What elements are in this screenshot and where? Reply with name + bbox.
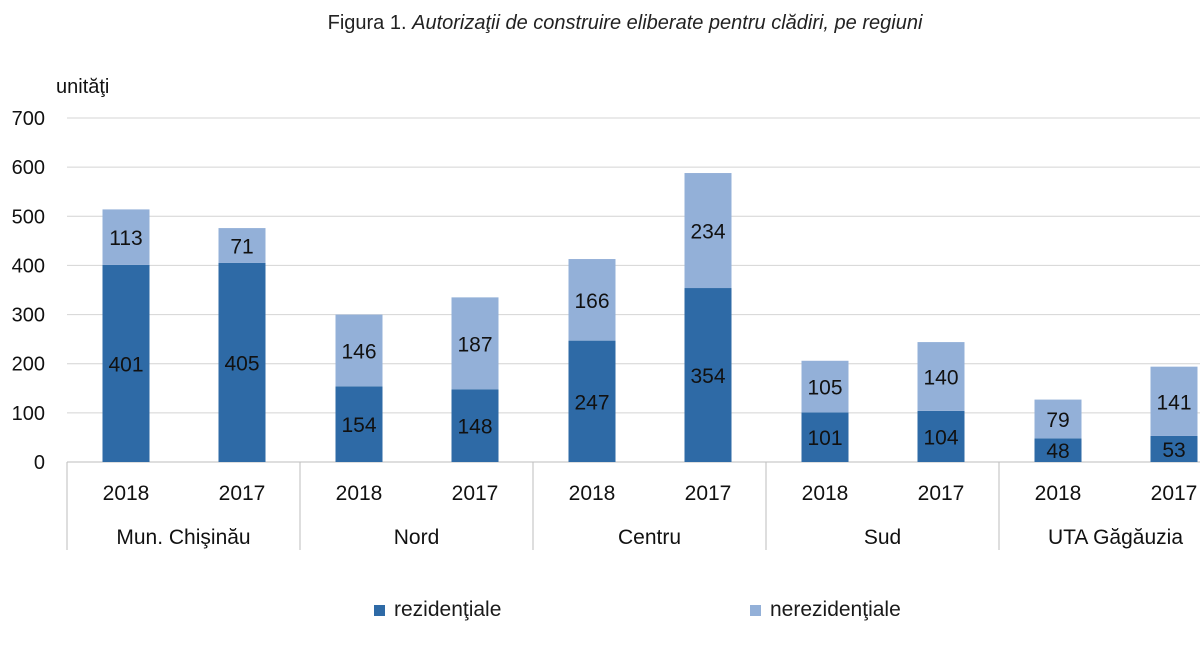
bar-rezidentiale bbox=[801, 412, 849, 462]
data-label-rezidentiale: 405 bbox=[224, 352, 259, 375]
x-category-label: Sud bbox=[864, 526, 901, 549]
bar-nerezidentiale bbox=[568, 259, 616, 341]
bar-rezidentiale bbox=[684, 288, 732, 462]
bar-rezidentiale bbox=[451, 389, 499, 462]
x-category-label: UTA Găgăuzia bbox=[1048, 526, 1183, 549]
chart-title: Figura 1. Autorizaţii de construire elib… bbox=[0, 12, 1200, 35]
legend-label-nerezidentiale: nerezidenţiale bbox=[770, 598, 901, 621]
data-label-rezidentiale: 247 bbox=[574, 391, 609, 414]
y-tick-label: 600 bbox=[12, 157, 45, 179]
data-label-rezidentiale: 354 bbox=[690, 365, 725, 388]
y-tick-label: 500 bbox=[12, 206, 45, 228]
data-label-rezidentiale: 154 bbox=[341, 414, 376, 437]
x-category-label: Centru bbox=[618, 526, 681, 549]
x-tick-label-year: 2018 bbox=[1035, 482, 1082, 505]
data-label-nerezidentiale: 71 bbox=[230, 236, 253, 259]
data-label-nerezidentiale: 187 bbox=[457, 333, 492, 356]
bar-nerezidentiale bbox=[451, 297, 499, 390]
data-label-rezidentiale: 53 bbox=[1162, 439, 1185, 462]
x-category-label: Nord bbox=[394, 526, 440, 549]
y-axis-label: unităţi bbox=[56, 76, 109, 98]
figure-label: Figura 1. bbox=[327, 12, 407, 34]
x-tick-label-year: 2017 bbox=[918, 482, 965, 505]
data-label-rezidentiale: 401 bbox=[108, 353, 143, 376]
data-label-nerezidentiale: 141 bbox=[1156, 391, 1191, 414]
x-tick-label-year: 2018 bbox=[103, 482, 150, 505]
bar-nerezidentiale bbox=[1034, 399, 1082, 439]
y-tick-label: 100 bbox=[12, 403, 45, 425]
bar-rezidentiale bbox=[335, 386, 383, 462]
data-label-nerezidentiale: 79 bbox=[1046, 409, 1069, 432]
bar-rezidentiale bbox=[102, 264, 150, 462]
data-label-rezidentiale: 148 bbox=[457, 416, 492, 439]
bar-nerezidentiale bbox=[684, 173, 732, 289]
legend-item-nerezidentiale: nerezidenţiale bbox=[750, 598, 901, 622]
x-tick-label-year: 2017 bbox=[219, 482, 266, 505]
legend-item-rezidentiale: rezidenţiale bbox=[374, 598, 501, 622]
legend: rezidenţiale nerezidenţiale bbox=[0, 598, 1200, 628]
data-label-nerezidentiale: 146 bbox=[341, 340, 376, 363]
data-label-nerezidentiale: 234 bbox=[690, 221, 725, 244]
x-tick-label-year: 2017 bbox=[685, 482, 732, 505]
bar-nerezidentiale bbox=[218, 228, 266, 263]
y-tick-label: 0 bbox=[34, 452, 45, 474]
data-label-rezidentiale: 48 bbox=[1046, 440, 1069, 463]
legend-label-rezidentiale: rezidenţiale bbox=[394, 598, 502, 621]
bar-nerezidentiale bbox=[801, 360, 849, 413]
y-tick-label: 400 bbox=[12, 255, 45, 277]
bar-rezidentiale bbox=[568, 340, 616, 462]
x-tick-label-year: 2018 bbox=[336, 482, 383, 505]
x-tick-label-year: 2018 bbox=[569, 482, 616, 505]
bar-nerezidentiale bbox=[102, 209, 150, 265]
y-tick-label: 700 bbox=[12, 108, 45, 130]
data-label-nerezidentiale: 113 bbox=[109, 227, 142, 250]
x-tick-label-year: 2017 bbox=[452, 482, 499, 505]
bar-rezidentiale bbox=[1150, 435, 1198, 462]
legend-swatch-nerezidentiale bbox=[750, 604, 761, 616]
y-tick-label: 300 bbox=[12, 305, 45, 327]
bar-nerezidentiale bbox=[917, 342, 965, 411]
data-label-rezidentiale: 101 bbox=[807, 427, 842, 450]
x-category-label: Mun. Chişinău bbox=[116, 526, 250, 549]
bar-nerezidentiale bbox=[1150, 366, 1198, 436]
bar-rezidentiale bbox=[218, 262, 266, 462]
bar-rezidentiale bbox=[1034, 438, 1082, 462]
data-label-nerezidentiale: 140 bbox=[923, 366, 958, 389]
bar-rezidentiale bbox=[917, 410, 965, 462]
bar-nerezidentiale bbox=[335, 314, 383, 387]
figure-caption: Autorizaţii de construire eliberate pent… bbox=[412, 12, 923, 34]
x-tick-label-year: 2018 bbox=[802, 482, 849, 505]
x-tick-label-year: 2017 bbox=[1151, 482, 1198, 505]
data-label-rezidentiale: 104 bbox=[923, 426, 958, 449]
y-tick-label: 200 bbox=[12, 354, 45, 376]
data-label-nerezidentiale: 105 bbox=[807, 377, 842, 400]
data-label-nerezidentiale: 166 bbox=[574, 290, 609, 313]
legend-swatch-rezidentiale bbox=[374, 604, 385, 616]
